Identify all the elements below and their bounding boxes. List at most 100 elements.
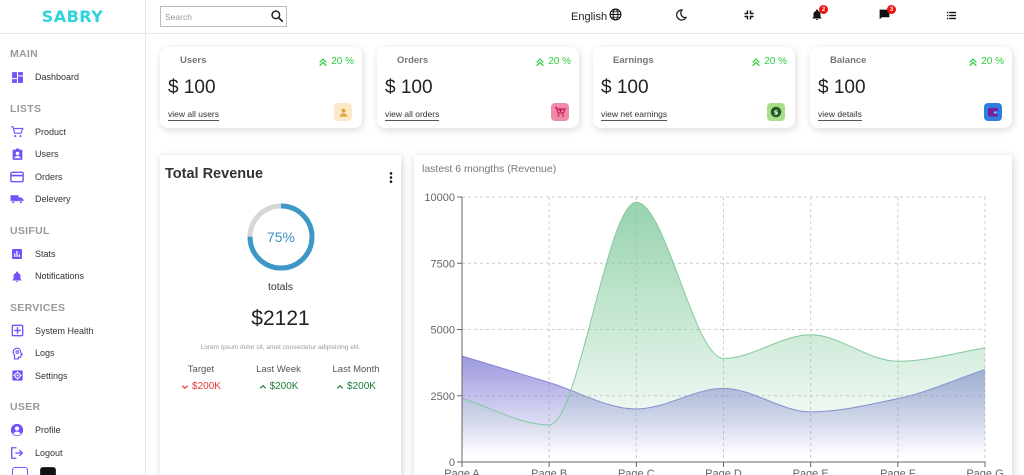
revenue-chart-card: lastest 6 mongths (Revenue) 0 2500 5000 750… bbox=[414, 155, 1012, 475]
more-vert-icon[interactable] bbox=[389, 170, 393, 188]
widget-title: Balance bbox=[830, 55, 867, 66]
sidebar-item-label: System Health bbox=[35, 325, 94, 336]
search-icon[interactable] bbox=[270, 9, 284, 28]
widget-value: $ 100 bbox=[818, 77, 866, 98]
sidebar-item-notifications[interactable]: Notifications bbox=[10, 265, 145, 288]
sidebar-item-orders[interactable]: Orders bbox=[10, 166, 145, 189]
widget-percentage-value: 20 % bbox=[331, 56, 354, 67]
dollar-icon: $ bbox=[767, 103, 785, 121]
messages-button[interactable]: 3 bbox=[878, 5, 896, 26]
chart-series-2 bbox=[461, 201, 986, 463]
sidebar-item-settings[interactable]: Settings bbox=[10, 365, 145, 388]
widget-link[interactable]: view all users bbox=[168, 109, 220, 121]
logout-icon bbox=[10, 446, 24, 460]
featured-stat-target: Target $200K bbox=[166, 364, 236, 392]
sidebar-item-label: Logs bbox=[35, 348, 55, 359]
featured-stat-amount: $200K bbox=[192, 381, 221, 392]
sidebar-item-label: Settings bbox=[35, 370, 68, 381]
y-tick-label: 5000 bbox=[431, 325, 455, 337]
chevron-down-icon bbox=[181, 383, 189, 391]
psychology-icon bbox=[10, 346, 24, 360]
svg-text:$: $ bbox=[774, 108, 779, 116]
bar-chart-icon bbox=[10, 247, 24, 261]
sidebar-item-label: Users bbox=[35, 149, 59, 160]
widget-value: $ 100 bbox=[168, 77, 216, 98]
sidebar-section-title: USER bbox=[10, 401, 41, 413]
light-theme-swatch[interactable] bbox=[12, 467, 28, 475]
y-tick-label: 0 bbox=[449, 457, 455, 469]
truck-icon bbox=[10, 192, 24, 206]
sidebar-item-label: Profile bbox=[35, 425, 61, 436]
featured-amount: $2121 bbox=[251, 307, 310, 330]
sidebar-item-users[interactable]: Users bbox=[10, 143, 145, 166]
person-icon bbox=[334, 103, 352, 121]
widget-title: Earnings bbox=[613, 55, 654, 66]
chat-bubble-icon bbox=[878, 8, 891, 26]
sidebar-item-dashboard[interactable]: Dashboard bbox=[10, 66, 145, 89]
language-selector[interactable]: English bbox=[571, 8, 622, 26]
dashboard-icon bbox=[10, 70, 24, 84]
x-tick-label: Page D bbox=[705, 468, 742, 475]
featured-stat-title: Last Week bbox=[256, 364, 301, 375]
chevron-up-icon bbox=[259, 383, 267, 391]
sidebar-item-stats[interactable]: Stats bbox=[10, 243, 145, 266]
progress-label: 75% bbox=[266, 229, 296, 245]
x-tick-label: Page E bbox=[793, 468, 829, 475]
sidebar-item-profile[interactable]: Profile bbox=[10, 419, 145, 442]
widget-percentage-value: 20 % bbox=[764, 56, 787, 67]
sidebar-section-title: SERVICES bbox=[10, 301, 66, 314]
widget-link[interactable]: view all orders bbox=[385, 109, 440, 121]
dark-theme-swatch[interactable] bbox=[40, 467, 56, 475]
sidebar-item-logs[interactable]: Logs bbox=[10, 342, 145, 365]
account-circle-icon bbox=[10, 423, 24, 437]
widget-percentage-value: 20 % bbox=[548, 56, 571, 67]
sidebar-item-product[interactable]: Product bbox=[10, 121, 145, 144]
logo-text[interactable]: SABRY bbox=[41, 7, 104, 26]
notifications-button[interactable]: 2 bbox=[811, 5, 828, 26]
widget-percentage: 20 % bbox=[318, 56, 354, 67]
sidebar-section-title: USIFUL bbox=[10, 224, 50, 237]
sidebar-item-label: Delevery bbox=[35, 194, 71, 205]
list-icon bbox=[946, 8, 957, 26]
featured-stat-value: $200K bbox=[244, 381, 314, 392]
widget-title: Users bbox=[180, 55, 207, 66]
widget-link[interactable]: view net earnings bbox=[601, 109, 668, 121]
shopping-cart-icon bbox=[551, 103, 569, 121]
featured-stat-amount: $200K bbox=[347, 381, 376, 392]
featured-stats: Target $200K Last Week $200K Last Month … bbox=[166, 364, 391, 392]
chart-title: lastest 6 mongths (Revenue) bbox=[422, 163, 557, 175]
double-arrow-up-icon bbox=[535, 57, 545, 67]
moon-icon bbox=[675, 8, 688, 26]
widget-percentage: 20 % bbox=[968, 56, 1004, 67]
double-arrow-up-icon bbox=[751, 57, 761, 67]
widget-value: $ 100 bbox=[385, 77, 433, 98]
featured-stat-title: Target bbox=[187, 364, 215, 375]
fullscreen-exit-button[interactable] bbox=[743, 8, 755, 26]
series-area bbox=[462, 202, 985, 463]
search-input[interactable] bbox=[165, 11, 265, 22]
featured-stat-value: $200K bbox=[321, 381, 391, 392]
language-label: English bbox=[571, 11, 608, 23]
list-menu-button[interactable] bbox=[946, 8, 957, 26]
sidebar-section-title: MAIN bbox=[10, 48, 39, 60]
sidebar: SABRY MAIN Dashboard LISTS Product Users Orde… bbox=[0, 0, 146, 475]
wallet-icon bbox=[984, 103, 1002, 121]
sidebar-item-label: Orders bbox=[35, 171, 63, 182]
sidebar-item-label: Stats bbox=[35, 248, 56, 259]
sidebar-item-system-health[interactable]: System Health bbox=[10, 320, 145, 343]
theme-options bbox=[12, 467, 56, 475]
sidebar-section-title: LISTS bbox=[10, 102, 42, 115]
globe-icon bbox=[609, 8, 622, 26]
featured-card: Total Revenue 75% totals $2121 Lorem ips… bbox=[160, 155, 401, 475]
x-tick-label: Page C bbox=[618, 468, 655, 475]
sidebar-item-logout[interactable]: Logout bbox=[10, 442, 145, 465]
widget-percentage: 20 % bbox=[751, 56, 787, 67]
dark-mode-toggle[interactable] bbox=[675, 8, 688, 26]
widget-earnings: Earnings 20 % $ 100 view net earnings $ bbox=[593, 47, 795, 128]
x-tick-label: Page A bbox=[444, 468, 480, 475]
logo[interactable]: SABRY bbox=[0, 0, 145, 34]
widget-percentage: 20 % bbox=[535, 56, 571, 67]
chevron-up-icon bbox=[336, 383, 344, 391]
sidebar-item-delevery[interactable]: Delevery bbox=[10, 188, 145, 211]
widget-link[interactable]: view details bbox=[818, 109, 862, 121]
